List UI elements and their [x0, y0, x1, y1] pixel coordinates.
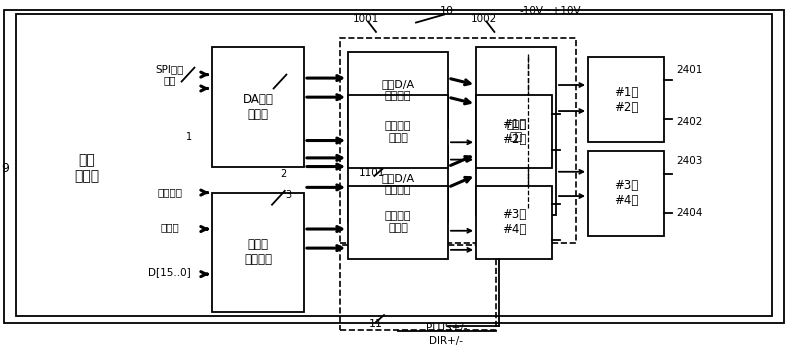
- Text: 1101: 1101: [359, 169, 385, 178]
- Text: 1: 1: [186, 132, 193, 142]
- Bar: [348, 52, 448, 128]
- Text: 9: 9: [2, 162, 10, 175]
- Bar: [212, 193, 304, 312]
- Text: -10V~+10V: -10V~+10V: [519, 6, 582, 16]
- Bar: [340, 245, 496, 330]
- Text: PLUS+/-: PLUS+/-: [426, 323, 467, 333]
- Bar: [348, 186, 448, 259]
- Bar: [16, 14, 772, 316]
- Text: SPI串行
信号: SPI串行 信号: [155, 64, 184, 85]
- Text: 串行D/A
转换芯片: 串行D/A 转换芯片: [382, 173, 414, 195]
- Text: DIR+/-: DIR+/-: [430, 336, 463, 346]
- Text: 11: 11: [369, 320, 383, 329]
- Text: 2403: 2403: [676, 156, 702, 166]
- Text: 2401: 2401: [676, 65, 702, 75]
- Text: #3轴
#4轴: #3轴 #4轴: [502, 208, 526, 236]
- Text: 单端转差
分芯片: 单端转差 分芯片: [385, 211, 411, 233]
- Bar: [348, 146, 448, 222]
- Text: 1002: 1002: [471, 14, 497, 24]
- Text: 3: 3: [286, 190, 292, 200]
- Text: 中央
处理器: 中央 处理器: [74, 153, 99, 184]
- Bar: [588, 57, 664, 142]
- Text: 运算放
大器: 运算放 大器: [506, 120, 526, 142]
- Text: 模式选择: 模式选择: [157, 188, 182, 197]
- Text: #1轴
#2轴: #1轴 #2轴: [502, 118, 526, 146]
- Bar: [212, 47, 304, 167]
- Text: 2: 2: [280, 169, 286, 179]
- Bar: [588, 151, 664, 236]
- Bar: [476, 47, 556, 215]
- Text: 脉冲输
出预处理: 脉冲输 出预处理: [244, 238, 272, 266]
- Text: 2402: 2402: [676, 117, 702, 127]
- Bar: [476, 186, 552, 259]
- Text: #3轴
#4轴: #3轴 #4轴: [614, 179, 638, 208]
- Bar: [476, 95, 552, 168]
- Bar: [348, 95, 448, 168]
- Text: D[15..0]: D[15..0]: [148, 268, 191, 277]
- Text: #1轴
#2轴: #1轴 #2轴: [614, 86, 638, 114]
- Text: DA转换
预处理: DA转换 预处理: [242, 93, 274, 121]
- Text: 10: 10: [439, 6, 454, 16]
- Text: 单端转差
分芯片: 单端转差 分芯片: [385, 121, 411, 143]
- Text: 2404: 2404: [676, 209, 702, 218]
- Text: 控制线: 控制线: [160, 222, 179, 232]
- Text: 串行D/A
转换芯片: 串行D/A 转换芯片: [382, 79, 414, 101]
- Bar: [340, 38, 576, 243]
- Text: 1001: 1001: [353, 14, 378, 24]
